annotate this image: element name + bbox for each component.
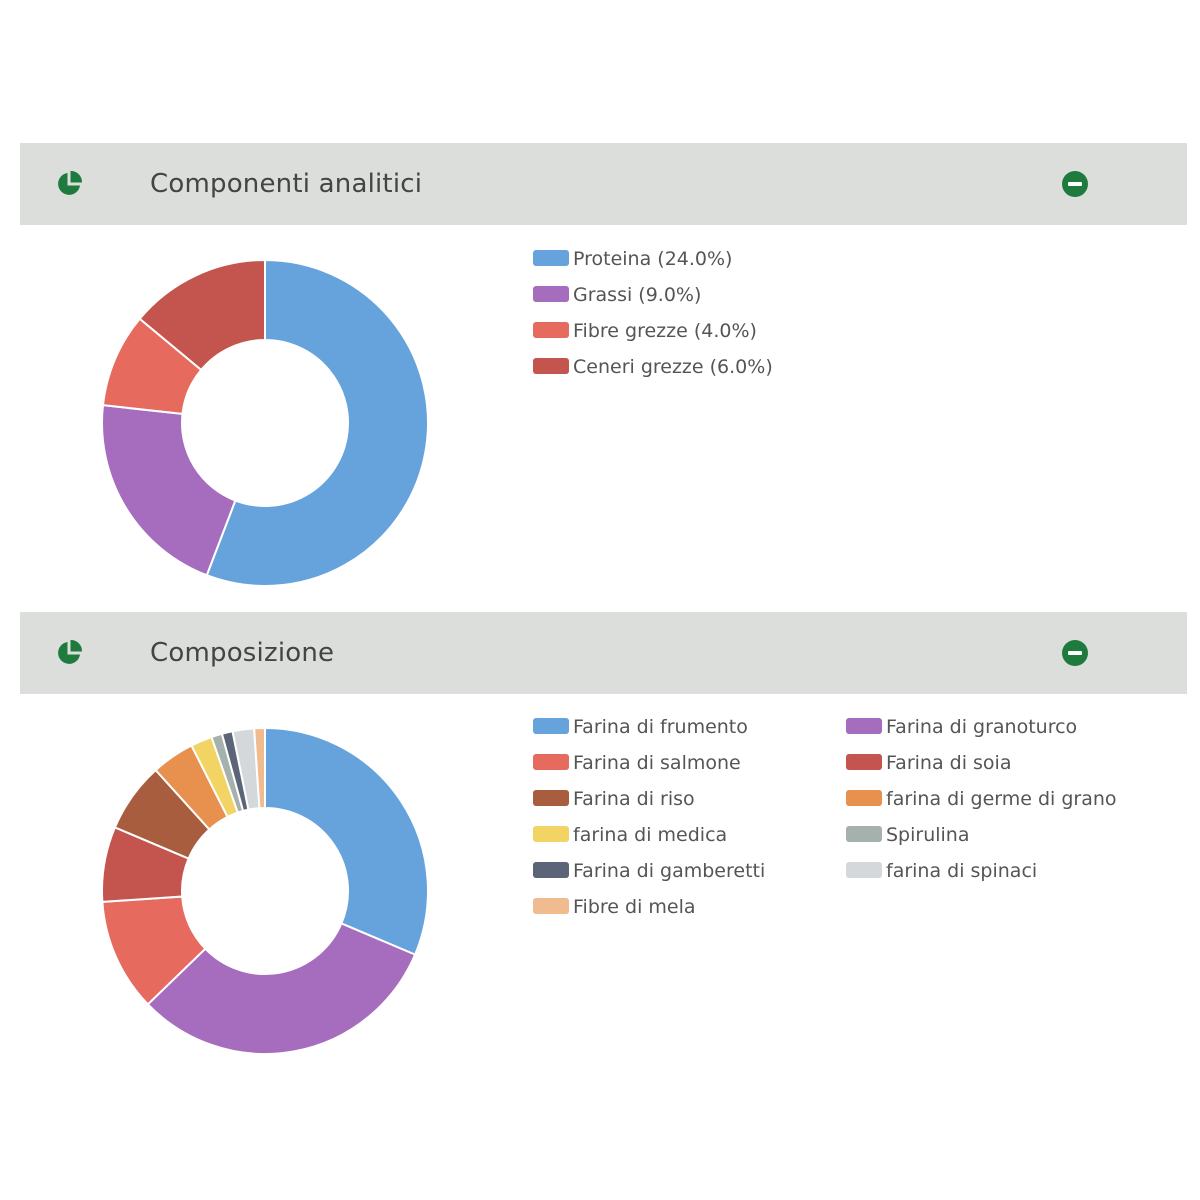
legend-item[interactable]: Spirulina <box>846 823 970 847</box>
legend-item[interactable]: Fibre di mela <box>533 895 696 919</box>
legend-item[interactable]: Farina di gamberetti <box>533 859 765 883</box>
legend-swatch <box>533 357 569 374</box>
panel-title: Composizione <box>150 638 335 668</box>
legend-label: Farina di gamberetti <box>573 860 766 882</box>
legend-swatch <box>533 285 569 302</box>
legend-label: Farina di frumento <box>573 716 748 738</box>
donut-chart-composizione <box>101 726 429 1055</box>
donut-slice[interactable] <box>264 726 429 956</box>
legend-label: Fibre grezze (4.0%) <box>573 320 757 342</box>
legend-swatch <box>533 321 569 338</box>
legend-label: Farina di salmone <box>573 752 741 774</box>
legend-item[interactable]: Farina di granoturco <box>846 715 1077 739</box>
legend-item[interactable]: Farina di riso <box>533 787 695 811</box>
legend-item[interactable]: Proteina (24.0%) <box>533 247 732 271</box>
legend-item[interactable]: Farina di soia <box>846 751 1011 775</box>
legend-label: Grassi (9.0%) <box>573 284 702 306</box>
donut-slice[interactable] <box>146 922 417 1055</box>
legend-label: Fibre di mela <box>573 896 696 918</box>
legend-label: Farina di riso <box>573 788 695 810</box>
collapse-icon[interactable] <box>1062 640 1088 666</box>
legend-swatch <box>533 861 569 878</box>
legend-swatch <box>533 789 569 806</box>
legend-swatch <box>533 897 569 914</box>
legend-label: Farina di granoturco <box>886 716 1078 738</box>
donut-slice[interactable] <box>138 258 266 372</box>
legend-item[interactable]: farina di medica <box>533 823 727 847</box>
legend-swatch <box>533 249 569 266</box>
panel-header-composizione: Composizione <box>20 612 1187 694</box>
legend-swatch <box>846 753 882 770</box>
legend-swatch <box>846 861 882 878</box>
pie-chart-icon <box>58 170 83 195</box>
donut-slice[interactable] <box>253 726 266 810</box>
legend-swatch <box>533 717 569 734</box>
pie-chart-icon <box>58 639 83 664</box>
donut-chart-componenti <box>101 258 429 587</box>
legend-swatch <box>846 717 882 734</box>
legend-label: Farina di soia <box>886 752 1012 774</box>
legend-item[interactable]: Farina di frumento <box>533 715 748 739</box>
legend-item[interactable]: Farina di salmone <box>533 751 741 775</box>
collapse-icon[interactable] <box>1062 171 1088 197</box>
donut-slice[interactable] <box>101 404 237 577</box>
legend-componenti: Proteina (24.0%) Grassi (9.0%) Fibre grezz… <box>533 247 1133 407</box>
panel-title: Componenti analitici <box>150 169 423 199</box>
legend-item[interactable]: Ceneri grezze (6.0%) <box>533 355 773 379</box>
legend-item[interactable]: Grassi (9.0%) <box>533 283 701 307</box>
legend-swatch <box>846 789 882 806</box>
legend-swatch <box>846 825 882 842</box>
legend-label: farina di germe di grano <box>886 788 1117 810</box>
legend-label: Ceneri grezze (6.0%) <box>573 356 773 378</box>
donut-slice[interactable] <box>205 258 429 587</box>
legend-swatch <box>533 825 569 842</box>
legend-label: Spirulina <box>886 824 970 846</box>
legend-label: farina di spinaci <box>886 860 1038 882</box>
legend-label: farina di medica <box>573 824 728 846</box>
legend-item[interactable]: farina di germe di grano <box>846 787 1117 811</box>
legend-composizione: Farina di frumento Farina di granoturco Fa… <box>533 715 1153 945</box>
legend-item[interactable]: Fibre grezze (4.0%) <box>533 319 757 343</box>
legend-item[interactable]: farina di spinaci <box>846 859 1037 883</box>
legend-label: Proteina (24.0%) <box>573 248 733 270</box>
legend-swatch <box>533 753 569 770</box>
panel-header-componenti: Componenti analitici <box>20 143 1187 225</box>
